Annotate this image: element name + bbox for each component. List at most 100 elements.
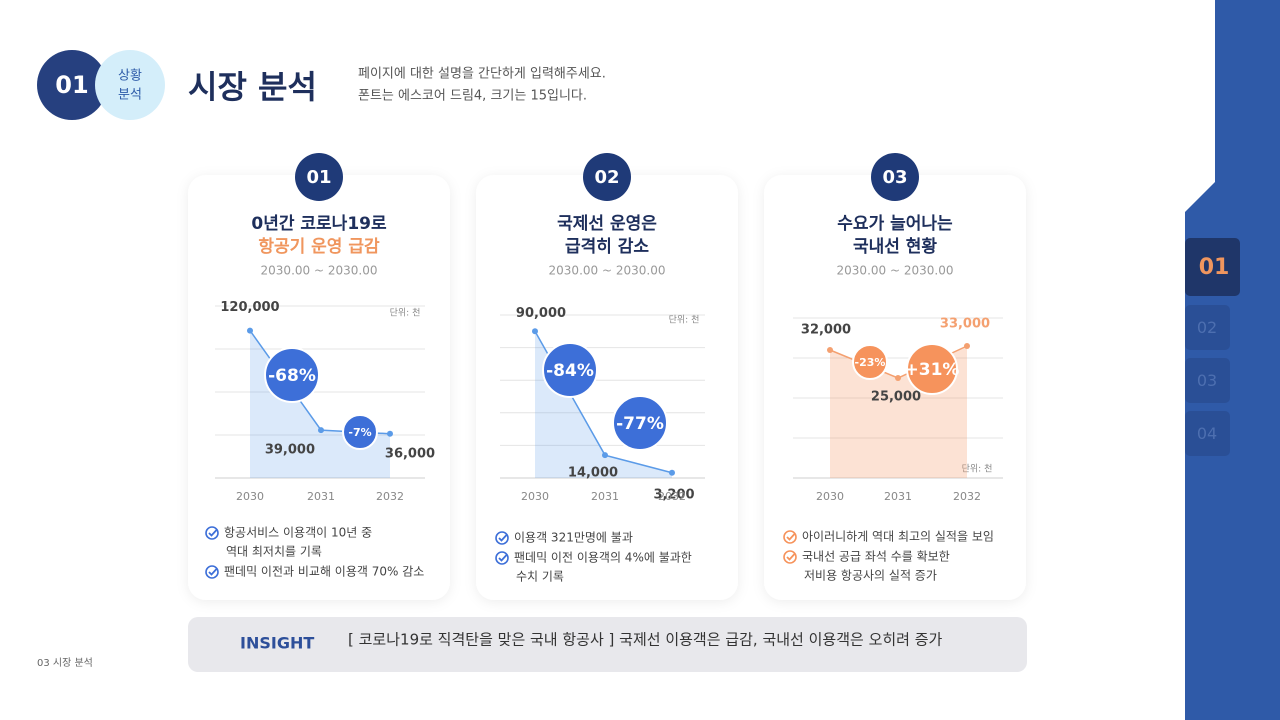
bullet-text: 팬데믹 이전과 비교해 이용객 70% 감소 bbox=[224, 565, 424, 579]
value-label: 3,200 bbox=[653, 487, 694, 502]
area bbox=[535, 331, 672, 478]
card-title: 국제선 운영은 bbox=[557, 214, 657, 234]
x-tick-label: 2031 bbox=[307, 490, 335, 503]
insight-text: [ 코로나19로 직격탄을 맞은 국내 항공사 ] 국제선 이용객은 급감, 국… bbox=[348, 631, 943, 649]
bullet-text: 역대 최저치를 기록 bbox=[226, 545, 322, 559]
nav-tab-label[interactable]: 02 bbox=[1197, 318, 1217, 337]
nav-tab-label[interactable]: 01 bbox=[1199, 255, 1230, 280]
point bbox=[964, 343, 970, 349]
sidebar bbox=[1185, 0, 1280, 720]
card bbox=[476, 175, 738, 600]
bullet-text: 국내선 공급 좌석 수를 확보한 bbox=[802, 550, 950, 564]
x-tick-label: 2032 bbox=[376, 490, 404, 503]
point bbox=[602, 452, 608, 459]
check-icon bbox=[208, 568, 218, 576]
x-tick-label: 2032 bbox=[658, 490, 686, 503]
check-icon bbox=[208, 529, 218, 537]
section-name: 상황 bbox=[118, 69, 142, 84]
value-label: 120,000 bbox=[220, 300, 279, 315]
change-label: -68% bbox=[268, 366, 316, 386]
check-icon bbox=[498, 554, 508, 562]
unit-label: 단위: 천 bbox=[390, 308, 421, 319]
card-title: 항공기 운영 급감 bbox=[258, 236, 380, 257]
bullet-text: 이용객 321만명에 불과 bbox=[514, 531, 633, 545]
card-number-circle bbox=[583, 153, 631, 201]
bullet-text: 아이러니하게 역대 최고의 실적을 보임 bbox=[802, 530, 994, 544]
footer: 03 시장 분석 bbox=[37, 657, 93, 669]
change-badge bbox=[906, 343, 958, 395]
value-label: 39,000 bbox=[265, 443, 315, 458]
check-icon bbox=[498, 534, 508, 542]
change-badge bbox=[852, 344, 888, 380]
x-tick-label: 2030 bbox=[816, 490, 844, 503]
card-period: 2030.00 ~ 2030.00 bbox=[837, 264, 954, 278]
x-tick-label: 2031 bbox=[591, 490, 619, 503]
change-label: -77% bbox=[616, 414, 664, 434]
value-label: 25,000 bbox=[871, 390, 921, 405]
check-icon bbox=[205, 565, 219, 579]
unit-label: 단위: 천 bbox=[962, 464, 993, 475]
nav-tab[interactable] bbox=[1185, 411, 1230, 456]
card-number-circle bbox=[295, 153, 343, 201]
nav-tab-label[interactable]: 03 bbox=[1197, 371, 1217, 390]
x-tick-label: 2031 bbox=[884, 490, 912, 503]
point bbox=[669, 469, 675, 476]
card-period: 2030.00 ~ 2030.00 bbox=[261, 264, 378, 278]
card-number: 03 bbox=[882, 167, 907, 188]
change-badge bbox=[342, 414, 378, 450]
bullet-text: 항공서비스 이용객이 10년 중 bbox=[224, 526, 372, 540]
section-name-circle bbox=[95, 50, 165, 120]
x-tick-label: 2032 bbox=[953, 490, 981, 503]
value-label: 14,000 bbox=[568, 466, 618, 481]
change-label: -84% bbox=[546, 361, 594, 381]
nav-tab[interactable] bbox=[1185, 358, 1230, 403]
x-tick-label: 2030 bbox=[236, 490, 264, 503]
card-title: 수요가 늘어나는 bbox=[837, 214, 953, 234]
point bbox=[827, 347, 833, 353]
card-title: 급격히 감소 bbox=[565, 237, 649, 257]
insight-bar bbox=[188, 617, 1027, 672]
page-title: 시장 분석 bbox=[188, 68, 317, 106]
description: 폰트는 에스코어 드림4, 크기는 15입니다. bbox=[358, 89, 587, 104]
point bbox=[318, 427, 324, 434]
value-label: 32,000 bbox=[801, 323, 851, 338]
change-badge bbox=[612, 395, 668, 451]
nav-tab[interactable] bbox=[1185, 305, 1230, 350]
value-label: 90,000 bbox=[516, 306, 566, 321]
section-number: 01 bbox=[55, 71, 88, 99]
nav-tab[interactable] bbox=[1185, 238, 1240, 296]
card-period: 2030.00 ~ 2030.00 bbox=[549, 264, 666, 278]
nav-tab-label[interactable]: 04 bbox=[1197, 424, 1217, 443]
value-label: 36,000 bbox=[385, 446, 435, 461]
insight-label: INSIGHT bbox=[240, 634, 314, 653]
check-icon bbox=[786, 553, 796, 561]
check-icon bbox=[205, 526, 219, 540]
card-title: 0년간 코로나19로 bbox=[251, 214, 387, 234]
point bbox=[895, 375, 901, 381]
point bbox=[532, 328, 538, 335]
change-label: -7% bbox=[348, 426, 371, 439]
unit-label: 단위: 천 bbox=[669, 315, 700, 326]
point bbox=[387, 430, 393, 437]
check-icon bbox=[783, 530, 797, 544]
bullet-text: 수치 기록 bbox=[516, 570, 564, 584]
change-badge bbox=[542, 342, 598, 398]
card bbox=[764, 175, 1026, 600]
section-name: 분석 bbox=[118, 88, 142, 103]
card bbox=[188, 175, 450, 600]
change-badge bbox=[264, 347, 320, 403]
card-number-circle bbox=[871, 153, 919, 201]
check-icon bbox=[495, 531, 509, 545]
value-label: 33,000 bbox=[940, 317, 990, 332]
change-label: +31% bbox=[905, 360, 960, 380]
bullet-text: 팬데믹 이전 이용객의 4%에 불과한 bbox=[514, 551, 692, 565]
check-icon bbox=[783, 550, 797, 564]
card-title: 국내선 현황 bbox=[853, 237, 937, 257]
card-number: 01 bbox=[306, 167, 331, 188]
x-tick-label: 2030 bbox=[521, 490, 549, 503]
check-icon bbox=[786, 533, 796, 541]
check-icon bbox=[495, 551, 509, 565]
bullet-text: 저비용 항공사의 실적 증가 bbox=[804, 569, 937, 583]
change-label: -23% bbox=[855, 356, 886, 369]
